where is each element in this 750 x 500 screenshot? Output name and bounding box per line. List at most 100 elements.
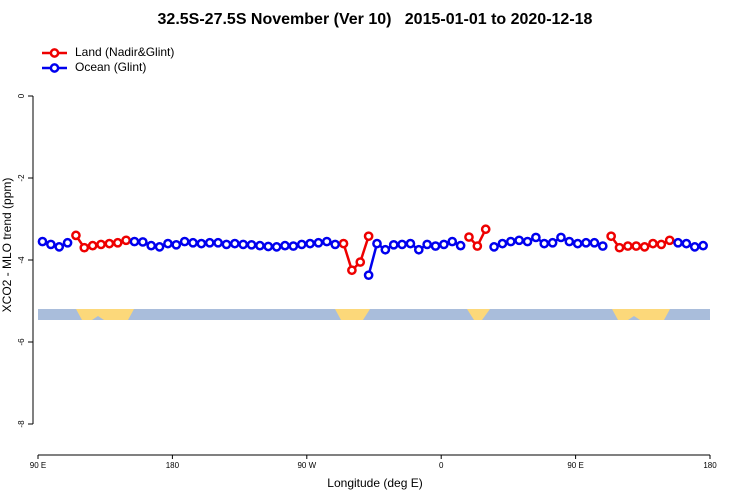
data-point	[572, 238, 583, 249]
y-tick-label: -4	[17, 256, 26, 264]
data-point	[79, 242, 90, 253]
data-point	[648, 238, 658, 249]
data-point	[305, 238, 315, 249]
data-point	[539, 238, 550, 249]
legend-marker	[49, 63, 60, 73]
data-point	[87, 240, 98, 251]
data-point	[229, 238, 240, 249]
data-point	[238, 239, 249, 250]
land-ocean-strip	[38, 309, 710, 320]
data-point	[447, 236, 458, 247]
data-point	[480, 224, 491, 235]
data-point	[472, 241, 483, 251]
data-point	[146, 240, 157, 251]
data-point	[589, 237, 600, 248]
y-tick-label: 0	[17, 93, 26, 98]
data-point	[280, 240, 290, 251]
data-point	[531, 232, 541, 243]
data-point	[213, 237, 223, 248]
data-point	[321, 236, 332, 247]
data-point	[45, 239, 56, 250]
data-point	[413, 244, 424, 255]
data-point	[196, 238, 207, 249]
data-point	[505, 236, 516, 247]
data-point	[397, 239, 407, 250]
data-point	[37, 236, 48, 247]
data-point	[154, 242, 165, 252]
legend-marker	[49, 48, 60, 58]
data-point	[455, 240, 466, 251]
data-point	[112, 237, 123, 248]
data-point	[623, 241, 633, 251]
data-point	[656, 239, 667, 250]
data-point	[330, 239, 341, 250]
x-axis-label: Longitude (deg E)	[327, 476, 422, 490]
data-point	[171, 239, 182, 250]
y-tick-label: -8	[17, 420, 26, 428]
data-point	[547, 237, 558, 248]
data-point	[597, 241, 608, 251]
data-point	[62, 237, 73, 248]
data-point	[137, 237, 148, 247]
data-point	[288, 241, 299, 251]
data-point	[363, 270, 374, 281]
data-point	[54, 242, 65, 252]
data-point	[355, 257, 366, 267]
data-point	[179, 236, 190, 247]
x-tick-label: 90 E	[567, 461, 583, 470]
data-point	[313, 237, 324, 248]
data-point	[673, 237, 683, 248]
data-point	[439, 239, 449, 250]
data-point	[372, 238, 382, 249]
data-point	[104, 238, 115, 249]
data-point	[246, 239, 257, 250]
y-axis-label: XCO2 - MLO trend (ppm)	[0, 178, 14, 313]
data-point	[296, 239, 307, 250]
data-point	[664, 235, 675, 246]
data-point	[347, 265, 357, 276]
legend-label: Ocean (Glint)	[75, 60, 146, 74]
chart-title: 32.5S-27.5S November (Ver 10) 2015-01-01…	[158, 11, 593, 28]
x-tick-label: 90 W	[297, 461, 316, 470]
data-point	[96, 239, 106, 250]
data-point	[681, 238, 692, 249]
data-point	[430, 241, 441, 251]
data-point	[121, 235, 131, 246]
data-point	[255, 240, 265, 251]
data-point	[606, 231, 616, 242]
data-point	[497, 238, 508, 249]
data-point	[188, 237, 198, 248]
data-point	[489, 242, 499, 252]
x-tick-label: 180	[703, 461, 717, 470]
data-point	[556, 232, 566, 243]
data-point	[363, 231, 374, 242]
data-point	[338, 238, 349, 249]
land-band	[335, 309, 370, 320]
data-point	[405, 238, 416, 249]
data-point	[388, 239, 399, 250]
data-point	[129, 236, 140, 247]
data-point	[380, 244, 391, 255]
legend-label: Land (Nadir&Glint)	[75, 45, 174, 59]
land-band	[467, 309, 490, 320]
data-point	[581, 237, 591, 248]
data-point	[204, 237, 215, 248]
data-point	[522, 236, 533, 247]
y-tick-label: -2	[17, 174, 26, 182]
data-point	[564, 236, 575, 247]
data-point	[163, 238, 173, 249]
data-point	[464, 232, 474, 242]
data-point	[631, 241, 642, 251]
land-band	[612, 309, 670, 320]
data-point	[263, 241, 274, 252]
data-point	[639, 242, 650, 252]
data-point	[422, 239, 433, 250]
x-tick-label: 0	[439, 461, 444, 470]
x-tick-label: 90 E	[30, 461, 46, 470]
y-tick-label: -6	[17, 338, 26, 346]
land-band	[76, 309, 134, 320]
x-tick-label: 180	[166, 461, 180, 470]
data-point	[271, 242, 282, 252]
data-point	[614, 242, 625, 253]
